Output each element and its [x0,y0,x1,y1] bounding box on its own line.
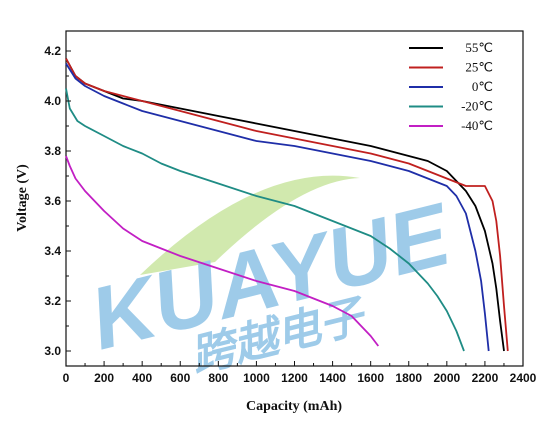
watermark: KUAYUE 跨越电子 [81,175,461,382]
y-tick-label: 3.0 [44,344,61,358]
y-tick-label: 4.0 [44,94,61,108]
series-line-4 [65,155,380,347]
x-tick-label: 200 [94,371,114,385]
x-tick-label: 400 [132,371,152,385]
series-line-1 [65,58,509,352]
x-tick-label: 1000 [243,371,270,385]
series-line-2 [65,63,490,352]
y-tick-label: 3.2 [44,294,61,308]
y-axis-ticks: 3.0 3.2 3.4 3.6 3.8 4.0 4.2 [44,44,71,358]
legend: 55℃ 25℃ 0℃ -20℃ -40℃ [409,40,493,133]
legend-label-0: 55℃ [465,40,493,55]
watermark-swoosh [140,175,360,275]
x-tick-label: 1600 [357,371,384,385]
series-line-0 [65,58,505,352]
y-axis-title: Voltage (V) [15,164,30,232]
y-tick-label: 4.2 [44,44,61,58]
series-line-3 [65,88,465,352]
x-tick-label: 1800 [395,371,422,385]
y-tick-label: 3.8 [44,144,61,158]
y-tick-label: 3.6 [44,194,61,208]
x-tick-label: 600 [170,371,190,385]
x-axis-title: Capacity (mAh) [246,399,342,414]
x-tick-label: 800 [208,371,228,385]
x-tick-label: 1400 [319,371,346,385]
x-tick-label: 2000 [433,371,460,385]
x-tick-label: 2200 [472,371,499,385]
legend-label-4: -40℃ [461,118,493,133]
legend-label-2: 0℃ [472,79,493,94]
y-tick-label: 3.4 [44,244,61,258]
x-tick-label: 1200 [281,371,308,385]
x-tick-label: 2400 [510,371,537,385]
x-tick-label: 0 [63,371,70,385]
x-axis-ticks: 0 200 400 600 800 1000 1200 1400 1600 1800 2000 220… [63,361,537,385]
legend-label-3: -20℃ [461,99,493,114]
legend-label-1: 25℃ [465,60,493,75]
series-layer [65,58,509,352]
